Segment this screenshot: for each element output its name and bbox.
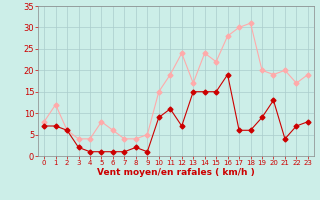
- X-axis label: Vent moyen/en rafales ( km/h ): Vent moyen/en rafales ( km/h ): [97, 168, 255, 177]
